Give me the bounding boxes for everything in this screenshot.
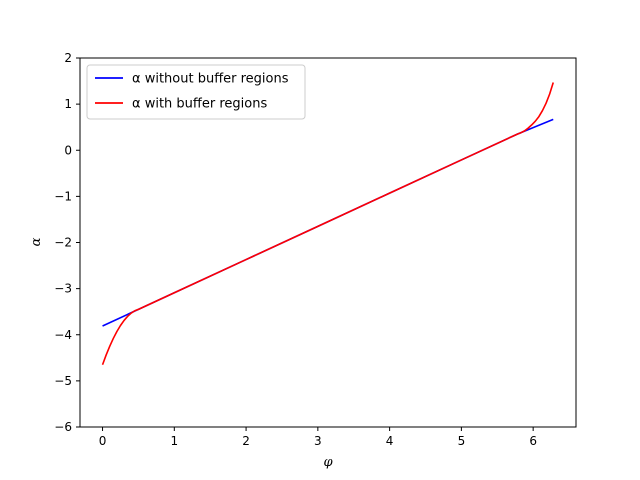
y-tick-label: −5 [54,374,72,388]
x-tick-label: 4 [386,434,394,448]
y-tick-label: −3 [54,282,72,296]
legend-label-1: α without buffer regions [132,72,289,87]
x-tick-label: 2 [242,434,250,448]
series-layer [101,82,555,366]
x-tick-label: 5 [458,434,466,448]
y-tick-label: −6 [54,420,72,434]
y-tick-label: −2 [54,236,72,250]
y-tick-label: −4 [54,328,72,342]
y-tick-label: −1 [54,189,72,203]
legend-box [86,64,306,120]
y-tick-label: 0 [64,143,72,157]
y-axis-label: α [29,237,44,246]
y-tick-label: 1 [64,97,72,111]
x-tick-label: 6 [529,434,537,448]
x-tick-label: 0 [99,434,107,448]
y-tick-label: 2 [64,51,72,65]
legend: α without buffer regions α with buffer re… [86,64,306,120]
series-line-2 [101,82,555,366]
x-tick-label: 3 [314,434,322,448]
legend-label-2: α with buffer regions [132,97,267,112]
axes-layer: 0 1 2 3 4 5 6 −6 −5 −4 −3 −2 −1 0 1 2 [54,51,577,448]
x-axis-label: φ [323,455,333,470]
x-tick-label: 1 [170,434,178,448]
